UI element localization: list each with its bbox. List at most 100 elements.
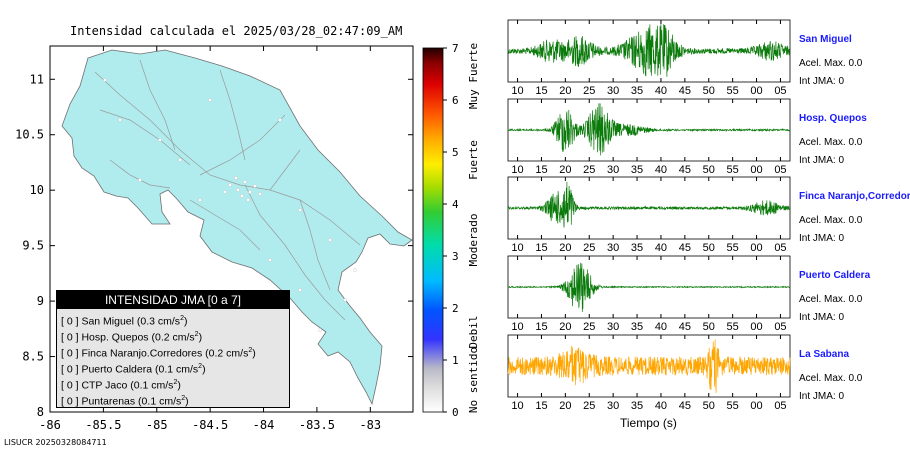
colorbar-category-label: Fuerte: [467, 140, 480, 180]
time-tick-label: 15: [535, 321, 547, 333]
locality-dot: [353, 268, 357, 272]
legend-item-sup: 2: [173, 379, 178, 386]
legend-item-tail: ): [185, 395, 189, 408]
colorbar-tick-label: 7: [452, 42, 459, 55]
time-tick-label: 45: [679, 242, 691, 254]
station-acceleration: Acel. Max. 0.0: [799, 294, 863, 305]
locality-dot: [236, 188, 240, 192]
road-line: [99, 109, 191, 166]
time-tick-label: 25: [583, 164, 595, 176]
time-tick-label: 35: [631, 85, 643, 97]
colorbar-tick-label: 2: [452, 302, 459, 315]
road-line: [94, 71, 361, 246]
time-tick-label: 55: [727, 242, 739, 254]
road-line: [199, 114, 286, 176]
legend-item: [ 0 ] Puerto Caldera (0.1 cm/s2): [61, 363, 206, 376]
locality-dot: [318, 328, 322, 332]
time-tick-label: 30: [607, 321, 619, 333]
footer-id: LISUCR 20250328084711: [4, 438, 107, 447]
time-tick-label: 25: [583, 242, 595, 254]
road-line: [189, 199, 261, 251]
time-tick-label: 50: [703, 85, 715, 97]
waveform-trace: [507, 262, 791, 312]
time-tick-label: 35: [631, 164, 643, 176]
time-tick-label: 50: [703, 242, 715, 254]
time-tick-label: 05: [774, 400, 786, 410]
legend-item-label: San Miguel (0.3 cm/s: [81, 315, 181, 328]
legend-item: [ 0 ] Hosp. Quepos (0.2 cm/s2): [61, 331, 202, 344]
legend-item: [ 0 ] San Miguel (0.3 cm/s2): [61, 315, 187, 328]
time-tick-label: 40: [655, 164, 667, 176]
time-tick-label: 00: [750, 242, 762, 254]
time-tick-label: 55: [727, 321, 739, 333]
time-tick-label: 15: [535, 242, 547, 254]
station-intensity: Int JMA: 0: [799, 233, 845, 244]
y-tick-label: 10.5: [15, 128, 44, 142]
time-tick-label: 55: [727, 400, 739, 410]
colorbar-category-label: Muy Fuerte: [467, 43, 480, 109]
colorbar-category-label: Debil: [467, 315, 480, 348]
locality-dot: [223, 190, 227, 194]
intensity-map: -86 -85.5 -85 -84.5 -84 -83.5 -83 11 10.5 10 9.5 9 8…: [15, 45, 414, 432]
time-tick-label: 05: [774, 242, 786, 254]
station-intensity: Int JMA: 0: [799, 76, 845, 87]
road-line: [219, 69, 246, 161]
legend-item-label: Puntarenas (0.1 cm/s: [81, 395, 182, 408]
legend-item-sup: 2: [248, 347, 253, 354]
station-acceleration: Acel. Max. 0.0: [799, 58, 863, 69]
legend-title: INTENSIDAD JMA [0 a 7]: [57, 291, 289, 309]
colorbar-tick-label: 3: [452, 250, 459, 263]
station-intensity: Int JMA: 0: [799, 155, 845, 166]
legend-item-tail: ): [252, 347, 256, 360]
locality-dot: [118, 118, 122, 122]
x-tick-label: -86: [39, 418, 61, 432]
legend-item-tail: ): [202, 363, 206, 376]
locality-dot: [253, 184, 257, 188]
x-tick-label: -83: [359, 418, 381, 432]
waveform-trace: [507, 103, 791, 156]
colorbar-gradient: [422, 47, 444, 413]
locality-dot: [328, 238, 332, 242]
time-tick-label: 15: [535, 164, 547, 176]
locality-dot: [103, 78, 107, 82]
time-axis-label: Tiempo (s): [620, 416, 677, 430]
legend-item-intensity: [ 0 ]: [61, 347, 79, 360]
legend-item-sup: 2: [198, 363, 203, 370]
time-tick-label: 30: [607, 400, 619, 410]
station-intensity: Int JMA: 0: [799, 391, 845, 402]
legend-item-label: Puerto Caldera (0.1 cm/s: [81, 363, 199, 376]
time-tick-label: 05: [774, 321, 786, 333]
legend-item-intensity: [ 0 ]: [61, 379, 79, 392]
station-acceleration: Acel. Max. 0.0: [799, 373, 863, 384]
legend-item-tail: ): [183, 315, 188, 328]
time-tick-label: 45: [679, 164, 691, 176]
time-tick-label: 45: [679, 400, 691, 410]
colorbar-tick-label: 5: [452, 146, 459, 159]
colorbar-tick-label: 4: [452, 198, 459, 211]
time-tick-label: 15: [535, 400, 547, 410]
legend-item-tail: ): [198, 331, 203, 344]
time-tick-label: 20: [559, 400, 571, 410]
y-tick-label: 10: [30, 183, 44, 197]
time-tick-label: 30: [607, 164, 619, 176]
y-tick-label: 9: [37, 294, 44, 308]
time-tick-label: 50: [703, 164, 715, 176]
time-tick-label: 35: [631, 242, 643, 254]
locality-dot: [268, 258, 272, 262]
map-title: Intensidad calculada el 2025/03/28_02:47…: [70, 24, 403, 38]
time-tick-label: 10: [511, 400, 523, 410]
station-name: Puerto Caldera: [799, 270, 871, 281]
legend-item-intensity: [ 0 ]: [61, 363, 79, 376]
legend-item: [ 0 ] CTP Jaco (0.1 cm/s2): [61, 379, 181, 392]
locality-dot: [138, 178, 142, 182]
time-tick-label: 40: [655, 242, 667, 254]
legend-item: [ 0 ] Finca Naranjo.Corredores (0.2 cm/s…: [61, 347, 256, 360]
locality-dot: [343, 298, 347, 302]
locality-dot: [246, 198, 250, 202]
time-tick-label: 35: [631, 400, 643, 410]
road-line: [269, 149, 301, 191]
time-tick-label: 45: [679, 321, 691, 333]
time-tick-label: 00: [750, 164, 762, 176]
time-tick-label: 10: [511, 321, 523, 333]
locality-dot: [228, 183, 232, 187]
